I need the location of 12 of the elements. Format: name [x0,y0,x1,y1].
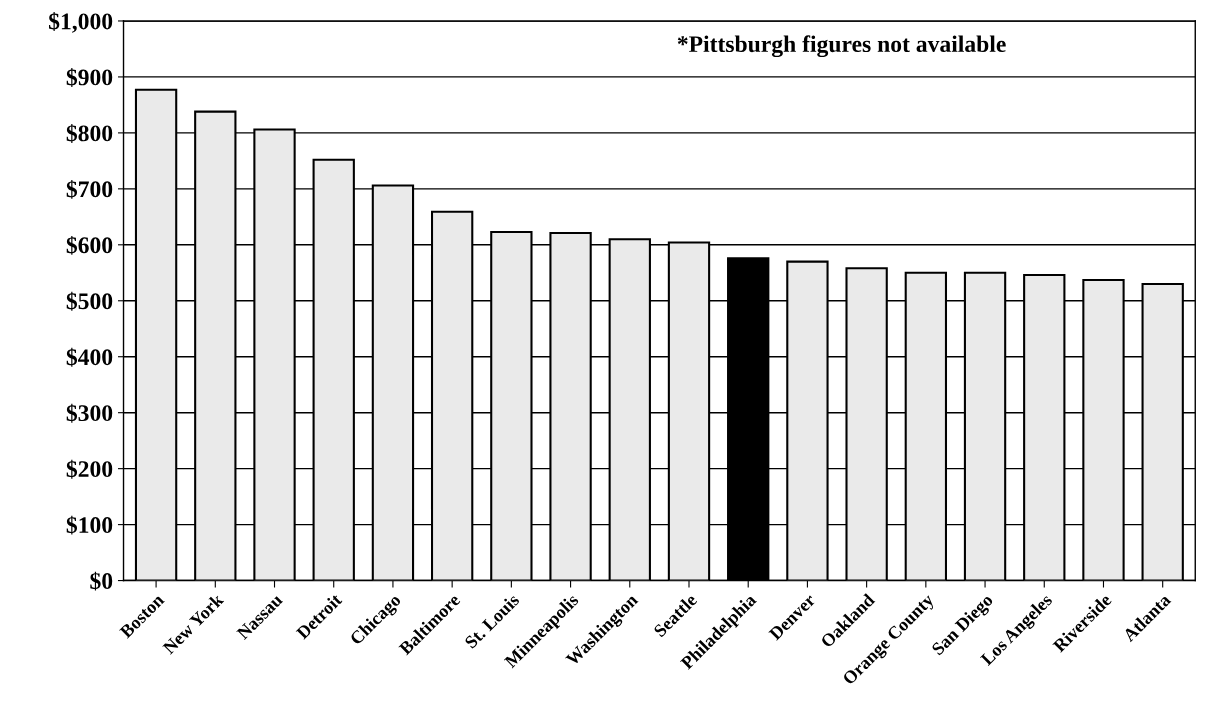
annotation: *Pittsburgh figures not available [677,35,1006,58]
y-tick-label: $0 [90,571,113,591]
y-tick-label: $700 [66,179,113,199]
y-tick-label: $300 [66,403,113,423]
y-tick-label: $500 [66,291,113,311]
y-tick-label: $100 [66,515,113,535]
y-tick-label: $800 [66,123,113,143]
y-tick-label: $900 [66,68,113,87]
y-tick-label: $1,000 [49,12,113,33]
y-tick-label: $600 [66,235,113,255]
y-tick-label: $200 [66,459,113,479]
y-tick-label: $400 [66,347,113,367]
